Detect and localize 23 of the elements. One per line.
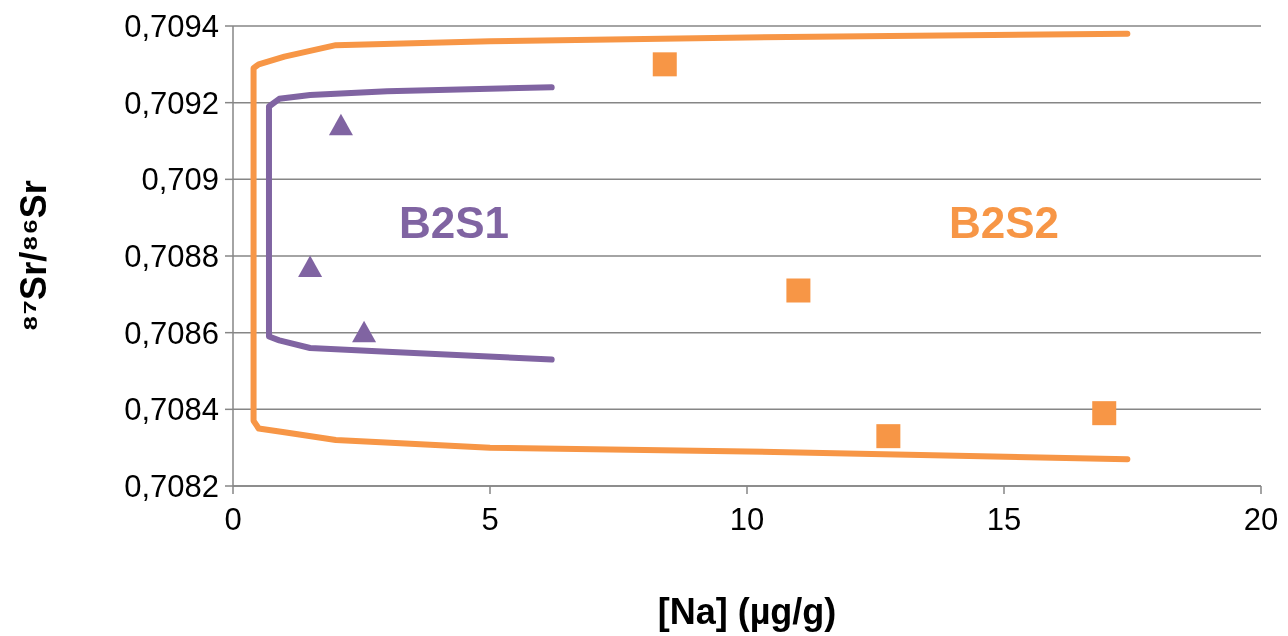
series-label: B2S1 [398,197,510,247]
point [652,52,677,77]
y-tick-label: 0,7084 [124,392,219,428]
point [876,424,901,449]
point [786,278,811,303]
point [328,113,353,136]
y-tick-label: 0,7094 [124,8,219,44]
point [1092,401,1117,426]
x-tick-label: 0 [224,502,242,537]
x-tick-label: 5 [481,502,499,537]
point [298,255,323,278]
y-tick-label: 0,7086 [124,315,219,351]
x-tick-label: 15 [986,502,1022,537]
point [352,320,377,343]
y-axis-title: ⁸⁷Sr/⁸⁶Sr [13,180,54,332]
y-tick-label: 0,7088 [124,238,219,274]
x-axis-title: [Na] (µg/g) [657,591,837,632]
text: B2S2 [948,197,1060,247]
y-tick-label: 0,7082 [124,468,219,504]
x-tick-label: 10 [729,502,765,537]
y-tick-label: 0,709 [141,162,219,198]
x-tick-label: 20 [1243,502,1279,537]
y-tick-label: 0,7092 [124,85,219,121]
